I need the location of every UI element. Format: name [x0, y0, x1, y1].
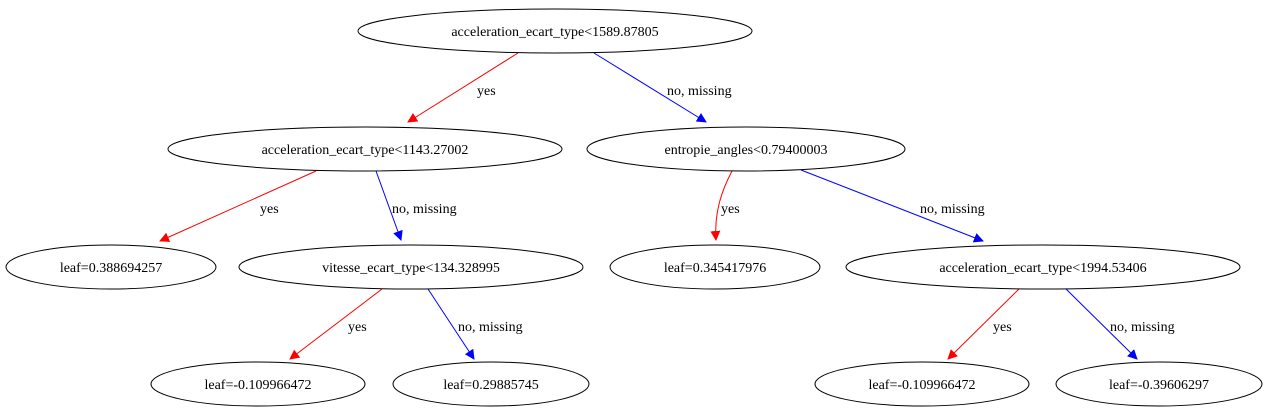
edge-n6-n10-line [1065, 288, 1138, 360]
node-vitesse-split-label: vitesse_ecart_type<134.328995 [322, 261, 500, 276]
edge-n6-n10-label: no, missing [1110, 320, 1175, 335]
node-accel-split-right: acceleration_ecart_type<1994.53406 [845, 244, 1241, 290]
node-left-split: acceleration_ecart_type<1143.27002 [167, 126, 563, 172]
node-right-split-shape [586, 126, 906, 172]
edge-n0-n1-line [407, 52, 519, 123]
edge-n2-n6-line [800, 169, 984, 243]
node-leaf-4: leaf=0.29885745 [392, 361, 590, 407]
edge-n0-n2-line [593, 52, 707, 123]
node-leaf-1-shape [5, 244, 217, 290]
edge-n6-n9-label: yes [993, 320, 1012, 335]
edge-n1-n3-line [159, 170, 317, 242]
node-leaf-5: leaf=-0.109966472 [814, 361, 1030, 407]
node-leaf-4-shape [392, 361, 590, 407]
node-leaf-2-shape [609, 244, 821, 290]
edge-n2-n6-label: no, missing [920, 202, 985, 217]
node-accel-split-right-label: acceleration_ecart_type<1994.53406 [939, 261, 1146, 276]
edge-n6-n10: no, missing [1065, 288, 1175, 360]
edge-n0-n1-label: yes [477, 84, 496, 99]
node-leaf-6-shape [1055, 361, 1263, 407]
edge-n2-n5-line [710, 170, 733, 241]
node-accel-split-right-shape [845, 244, 1241, 290]
edge-n4-n8-label: no, missing [458, 320, 523, 335]
node-leaf-4-label: leaf=0.29885745 [443, 378, 538, 393]
edge-n1-n4: no, missing [375, 170, 457, 241]
node-right-split-label: entropie_angles<0.79400003 [664, 143, 827, 158]
edge-n0-n2-label: no, missing [667, 84, 732, 99]
edge-n1-n3: yes [159, 170, 317, 242]
edge-n2-n5-label: yes [721, 202, 740, 217]
node-left-split-shape [167, 126, 563, 172]
node-leaf-3-shape [150, 361, 366, 407]
edge-n6-n9: yes [947, 288, 1020, 360]
node-leaf-6: leaf=-0.39606297 [1055, 361, 1263, 407]
node-leaf-1-label: leaf=0.388694257 [60, 261, 162, 276]
node-vitesse-split: vitesse_ecart_type<134.328995 [238, 244, 584, 290]
node-root-split-label: acceleration_ecart_type<1589.87805 [451, 25, 658, 40]
edge-n4-n7: yes [289, 288, 383, 360]
node-leaf-3: leaf=-0.109966472 [150, 361, 366, 407]
edge-n1-n4-line [375, 170, 403, 241]
node-leaf-2-label: leaf=0.345417976 [664, 261, 766, 276]
node-leaf-2: leaf=0.345417976 [609, 244, 821, 290]
node-leaf-5-shape [814, 361, 1030, 407]
edge-n4-n7-label: yes [348, 320, 367, 335]
edge-n1-n3-label: yes [260, 202, 279, 217]
edge-n1-n4-label: no, missing [392, 202, 457, 217]
edge-n6-n9-line [947, 288, 1020, 360]
node-root-split: acceleration_ecart_type<1589.87805 [357, 8, 753, 54]
node-leaf-6-label: leaf=-0.39606297 [1109, 378, 1209, 393]
edge-n0-n2: no, missing [593, 52, 732, 123]
node-right-split: entropie_angles<0.79400003 [586, 126, 906, 172]
node-left-split-label: acceleration_ecart_type<1143.27002 [262, 143, 469, 158]
edge-n4-n8-line [427, 288, 475, 360]
edge-n4-n8: no, missing [427, 288, 523, 360]
node-leaf-5-label: leaf=-0.109966472 [868, 378, 975, 393]
edge-n0-n1: yes [407, 52, 519, 123]
node-root-split-shape [357, 8, 753, 54]
edge-n4-n7-line [289, 288, 383, 360]
node-vitesse-split-shape [238, 244, 584, 290]
node-leaf-3-label: leaf=-0.109966472 [204, 378, 311, 393]
edge-n2-n6: no, missing [800, 169, 985, 243]
edge-n2-n5: yes [710, 170, 740, 241]
node-leaf-1: leaf=0.388694257 [5, 244, 217, 290]
